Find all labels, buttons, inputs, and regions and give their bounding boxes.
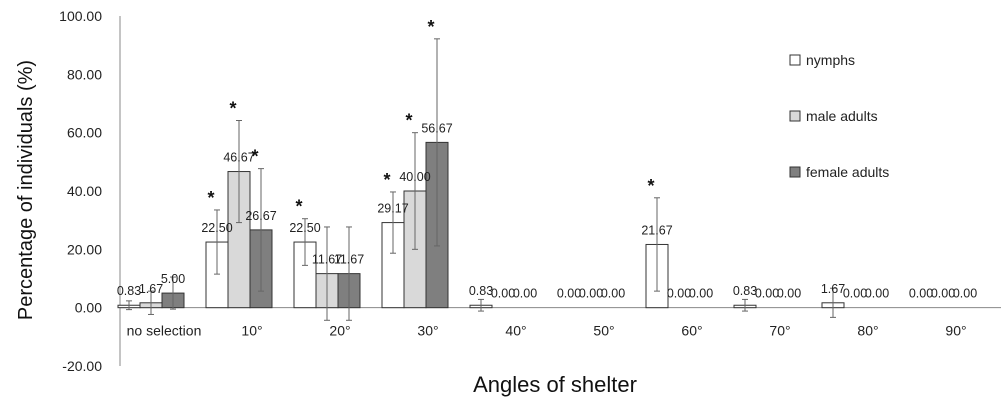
data-label: 0.00 xyxy=(865,287,889,301)
x-category-label: 30° xyxy=(417,323,438,339)
y-tick-label: 80.00 xyxy=(67,66,102,82)
y-tick-label: 60.00 xyxy=(67,125,102,141)
data-label: 0.83 xyxy=(117,284,141,298)
legend-label: male adults xyxy=(806,108,878,124)
data-label: 1.67 xyxy=(139,282,163,296)
x-category-label: 40° xyxy=(505,323,526,339)
legend-swatch xyxy=(789,166,801,178)
y-tick-label: 100.00 xyxy=(59,8,102,24)
bars-layer xyxy=(117,38,845,321)
data-label: 0.00 xyxy=(777,287,801,301)
data-label: 0.00 xyxy=(843,287,867,301)
legend-swatch xyxy=(789,54,801,66)
y-tick-label: 20.00 xyxy=(67,241,102,257)
data-label: 11.67 xyxy=(334,253,364,267)
x-category-label: 50° xyxy=(593,323,614,339)
legend: nymphs male adults female adults xyxy=(789,52,889,180)
y-tick-label: 0.00 xyxy=(75,300,102,316)
y-tick-label: -20.00 xyxy=(62,358,102,374)
axes-layer: -20.00 0.00 20.00 40.00 60.00 80.00 100.00 no s… xyxy=(59,8,1001,374)
y-tick-label: 40.00 xyxy=(67,183,102,199)
significance-marker: * xyxy=(207,188,214,208)
significance-marker: * xyxy=(295,197,302,217)
data-label: 0.00 xyxy=(557,287,581,301)
data-label: 0.83 xyxy=(733,284,757,298)
x-category-label: 80° xyxy=(857,323,878,339)
data-label: 1.67 xyxy=(821,282,845,296)
data-label: 40.00 xyxy=(399,170,430,184)
data-label: 0.00 xyxy=(953,287,977,301)
x-axis-title: Angles of shelter xyxy=(473,372,637,397)
data-label: 0.00 xyxy=(491,287,515,301)
data-label: 5.00 xyxy=(161,272,185,286)
data-label: 22.50 xyxy=(289,221,320,235)
data-label: 46.67 xyxy=(223,151,254,165)
significance-marker: * xyxy=(427,17,434,37)
x-category-label: 10° xyxy=(241,323,262,339)
data-label: 29.17 xyxy=(377,202,408,216)
data-label: 0.00 xyxy=(667,287,691,301)
y-axis-title: Percentage of individuals (%) xyxy=(15,60,37,320)
legend-label: female adults xyxy=(806,164,889,180)
data-label: 0.00 xyxy=(931,287,955,301)
data-label: 0.00 xyxy=(513,287,537,301)
significance-marker: * xyxy=(405,111,412,131)
data-label: 56.67 xyxy=(421,121,452,135)
data-label: 21.67 xyxy=(641,223,672,237)
x-category-label: no selection xyxy=(127,323,202,339)
data-label: 0.00 xyxy=(579,287,603,301)
significance-marker: * xyxy=(229,99,236,119)
data-label: 22.50 xyxy=(201,221,232,235)
legend-label: nymphs xyxy=(806,52,855,68)
data-label: 11.67 xyxy=(312,253,342,267)
data-label: 26.67 xyxy=(245,209,276,223)
data-label: 0.00 xyxy=(909,287,933,301)
significance-marker: * xyxy=(383,170,390,190)
x-category-label: 20° xyxy=(329,323,350,339)
data-label: 0.00 xyxy=(689,287,713,301)
significance-marker: * xyxy=(251,147,258,167)
data-label: 0.00 xyxy=(601,287,625,301)
x-category-label: 60° xyxy=(681,323,702,339)
x-category-label: 70° xyxy=(769,323,790,339)
x-category-label: 90° xyxy=(945,323,966,339)
significance-marker: * xyxy=(647,176,654,196)
legend-swatch xyxy=(789,110,801,122)
data-label: 0.00 xyxy=(755,287,779,301)
data-label: 0.83 xyxy=(469,284,493,298)
